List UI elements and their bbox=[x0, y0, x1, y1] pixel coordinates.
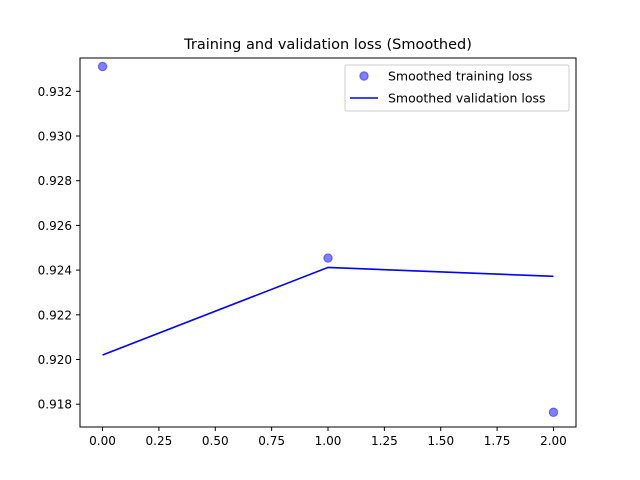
x-tick-label: 1.00 bbox=[315, 434, 342, 448]
x-tick-label: 1.25 bbox=[371, 434, 398, 448]
legend-label-training: Smoothed training loss bbox=[388, 69, 532, 84]
validation-loss-line bbox=[102, 266, 554, 356]
x-tick-label: 1.75 bbox=[484, 434, 511, 448]
chart-title: Training and validation loss (Smoothed) bbox=[183, 37, 472, 53]
y-tick-label: 0.924 bbox=[38, 264, 72, 278]
legend-label-validation: Smoothed validation loss bbox=[388, 91, 546, 106]
y-tick-label: 0.930 bbox=[38, 130, 72, 144]
legend-box bbox=[344, 64, 570, 112]
y-tick-label: 0.932 bbox=[38, 85, 72, 99]
x-tick-label: 0.75 bbox=[258, 434, 285, 448]
y-tick-label: 0.918 bbox=[38, 398, 72, 412]
y-tick-label: 0.926 bbox=[38, 219, 72, 233]
x-tick-label: 1.50 bbox=[427, 434, 454, 448]
y-tick-label: 0.922 bbox=[38, 308, 72, 322]
training-loss-point bbox=[548, 407, 559, 417]
axes-frame bbox=[79, 57, 577, 428]
x-tick-label: 0.25 bbox=[146, 434, 173, 448]
x-axis: 0.00 0.25 0.50 0.75 1.00 1.25 1.50 1.75 2.00 bbox=[89, 427, 567, 448]
training-loss-point bbox=[323, 253, 333, 263]
y-axis: 0.918 0.920 0.922 0.924 0.926 0.928 0.930 0.932 bbox=[38, 85, 80, 412]
legend: Smoothed training loss Smoothed validati… bbox=[344, 64, 570, 112]
training-loss-point bbox=[97, 61, 108, 72]
x-tick-label: 0.00 bbox=[89, 434, 116, 448]
series-layer bbox=[97, 61, 559, 417]
x-tick-label: 2.00 bbox=[540, 434, 567, 448]
plot-area: 0.00 0.25 0.50 0.75 1.00 1.25 1.50 1.75 2.00 0.9… bbox=[38, 57, 577, 448]
x-tick-label: 0.50 bbox=[202, 434, 229, 448]
y-tick-label: 0.920 bbox=[38, 353, 72, 367]
legend-marker-training bbox=[359, 71, 369, 81]
y-tick-label: 0.928 bbox=[38, 174, 72, 188]
